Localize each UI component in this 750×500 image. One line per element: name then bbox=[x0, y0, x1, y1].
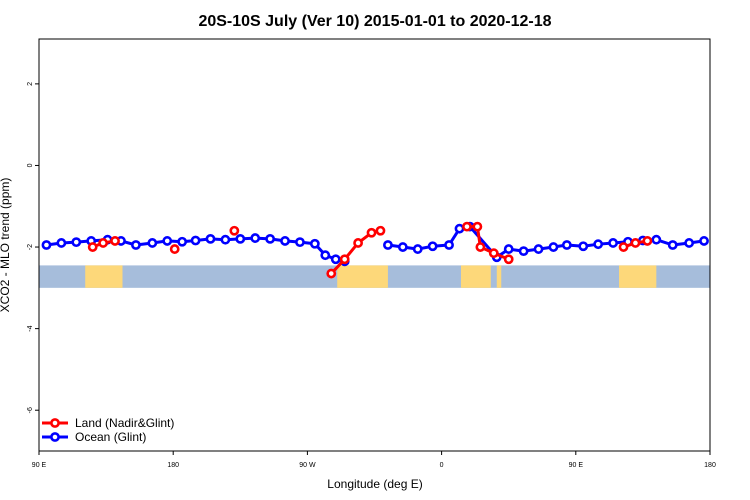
data-point bbox=[397, 242, 408, 252]
data-point bbox=[472, 221, 483, 232]
data-point bbox=[427, 241, 438, 252]
data-point bbox=[503, 244, 514, 254]
y-tick-label: -6 bbox=[27, 407, 34, 413]
data-point bbox=[330, 254, 341, 265]
data-point bbox=[220, 234, 231, 245]
y-tick-label: 2 bbox=[27, 82, 34, 86]
data-point bbox=[699, 236, 709, 246]
data-point bbox=[229, 225, 240, 236]
data-point bbox=[630, 238, 641, 248]
y-tick-label: -4 bbox=[27, 325, 34, 331]
x-axis-label: Longitude (deg E) bbox=[327, 477, 422, 491]
legend-swatch-marker bbox=[50, 418, 60, 428]
series-layer bbox=[41, 221, 709, 279]
y-axis-label: XCO2 - MLO trend (ppm) bbox=[0, 178, 12, 313]
chart-title: 20S-10S July (Ver 10) 2015-01-01 to 2020… bbox=[198, 13, 551, 30]
land-band-segment bbox=[337, 265, 388, 288]
data-point bbox=[593, 239, 604, 250]
land-band-segment bbox=[85, 265, 123, 288]
data-point bbox=[320, 250, 331, 261]
data-point bbox=[561, 240, 572, 250]
data-point bbox=[375, 225, 386, 236]
x-tick-label: 180 bbox=[704, 462, 716, 469]
data-point bbox=[684, 238, 695, 248]
data-point bbox=[190, 235, 201, 246]
data-point bbox=[444, 240, 454, 250]
data-point bbox=[366, 227, 377, 238]
y-tick-label: -2 bbox=[27, 244, 34, 250]
series-land bbox=[87, 221, 653, 279]
x-tick-label: 90 E bbox=[32, 462, 47, 469]
data-point bbox=[383, 240, 393, 250]
x-tick-label: 180 bbox=[167, 462, 179, 469]
data-point bbox=[280, 236, 290, 246]
legend-swatch-marker bbox=[50, 432, 60, 442]
axes: 90 E 180 90 W 0 90 E 180 2 0 -2 -4 -6 bbox=[27, 82, 716, 469]
data-point bbox=[651, 234, 662, 245]
data-point bbox=[533, 244, 544, 254]
data-point bbox=[177, 236, 188, 247]
data-point bbox=[56, 238, 67, 248]
data-point bbox=[250, 233, 261, 243]
series-ocean bbox=[41, 221, 709, 267]
data-point bbox=[488, 248, 499, 259]
x-tick-label: 90 E bbox=[569, 462, 584, 469]
data-point bbox=[454, 223, 465, 234]
data-point bbox=[295, 237, 305, 248]
data-point bbox=[98, 238, 109, 248]
data-point bbox=[205, 233, 216, 244]
legend-label: Land (Nadir&Glint) bbox=[75, 416, 174, 430]
data-point bbox=[548, 242, 559, 252]
data-point bbox=[475, 242, 486, 252]
data-point bbox=[87, 242, 98, 252]
data-point bbox=[353, 238, 363, 248]
land-mask-band bbox=[39, 265, 710, 288]
data-point bbox=[326, 268, 337, 279]
x-tick-label: 0 bbox=[440, 462, 444, 469]
data-point bbox=[518, 246, 529, 257]
data-point bbox=[169, 244, 180, 254]
data-point bbox=[667, 240, 678, 250]
data-point bbox=[162, 236, 173, 246]
data-point bbox=[462, 221, 472, 232]
data-point bbox=[71, 237, 82, 248]
data-point bbox=[339, 254, 350, 265]
plot-frame bbox=[38, 38, 711, 452]
data-point bbox=[265, 233, 276, 244]
data-point bbox=[578, 241, 589, 252]
data-point bbox=[642, 236, 653, 246]
data-point bbox=[412, 244, 423, 254]
data-point bbox=[235, 233, 246, 244]
data-point bbox=[131, 240, 141, 250]
data-point bbox=[309, 238, 320, 249]
data-point bbox=[618, 242, 629, 252]
data-point bbox=[41, 240, 52, 250]
y-tick-label: 0 bbox=[27, 163, 34, 167]
legend: Land (Nadir&Glint)Ocean (Glint) bbox=[42, 416, 174, 444]
x-tick-label: 90 W bbox=[299, 462, 316, 469]
land-band-segment bbox=[619, 265, 657, 288]
data-point bbox=[608, 238, 618, 248]
data-point bbox=[110, 236, 120, 246]
data-point bbox=[503, 254, 514, 265]
land-band-segment bbox=[496, 265, 502, 288]
land-band-segment bbox=[460, 265, 491, 288]
data-point bbox=[147, 238, 158, 248]
legend-label: Ocean (Glint) bbox=[75, 430, 146, 444]
